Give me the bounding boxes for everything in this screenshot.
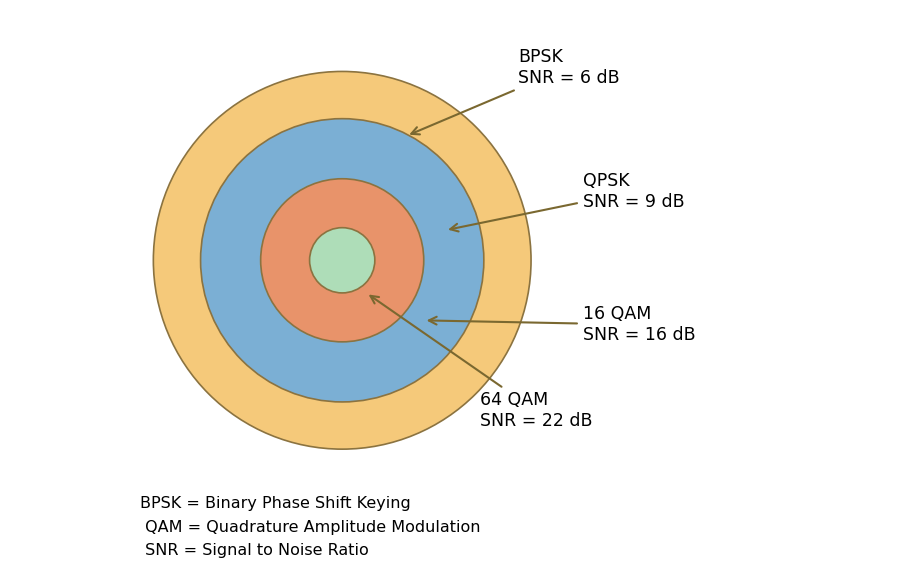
Circle shape bbox=[154, 72, 531, 449]
Text: BPSK
SNR = 6 dB: BPSK SNR = 6 dB bbox=[411, 47, 619, 134]
Circle shape bbox=[200, 118, 484, 402]
Text: BPSK = Binary Phase Shift Keying
 QAM = Quadrature Amplitude Modulation
 SNR = S: BPSK = Binary Phase Shift Keying QAM = Q… bbox=[140, 496, 481, 558]
Circle shape bbox=[309, 228, 375, 293]
Circle shape bbox=[261, 178, 423, 342]
Text: QPSK
SNR = 9 dB: QPSK SNR = 9 dB bbox=[450, 172, 684, 232]
Text: 64 QAM
SNR = 22 dB: 64 QAM SNR = 22 dB bbox=[370, 296, 592, 430]
Text: 16 QAM
SNR = 16 dB: 16 QAM SNR = 16 dB bbox=[429, 305, 695, 344]
